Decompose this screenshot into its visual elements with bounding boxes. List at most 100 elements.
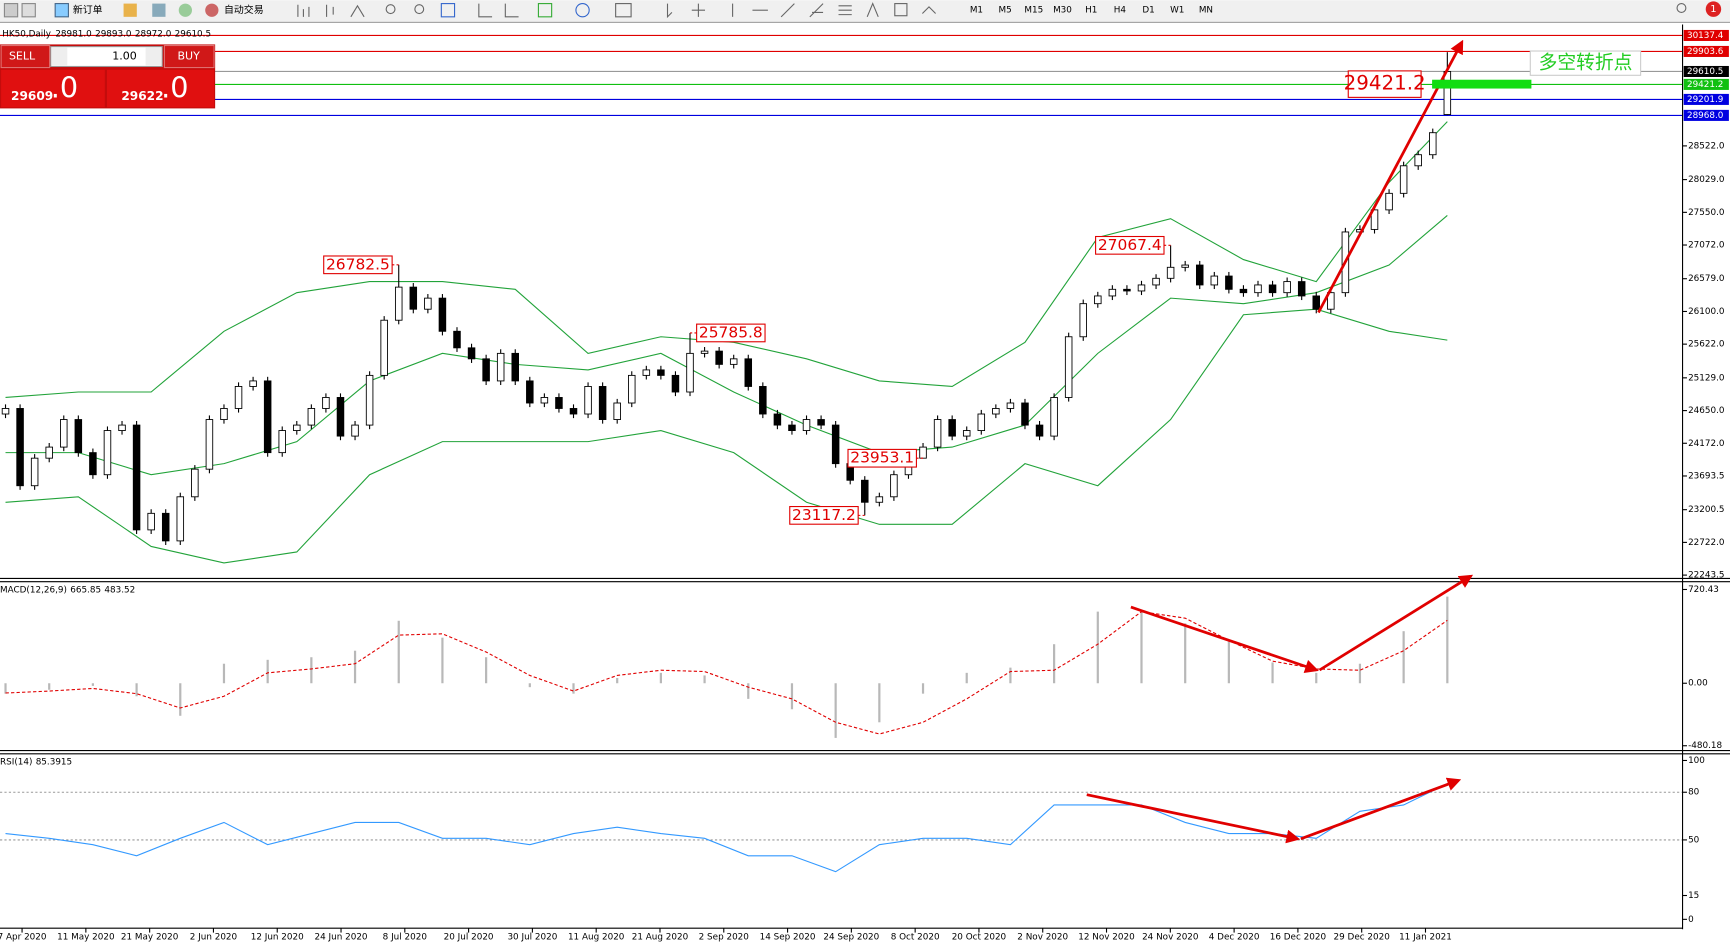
icon[interactable] — [297, 4, 310, 17]
lot-down[interactable] — [51, 47, 68, 66]
plot: 28522.0 28029.0 27550.0 27072.0 26579.0 26100… — [0, 29, 1729, 942]
icon[interactable] — [575, 3, 590, 18]
auto-trading[interactable]: 自动交易 — [224, 3, 264, 16]
notification-count[interactable]: 1 — [1710, 4, 1716, 15]
timeframe[interactable]: M5 — [999, 6, 1012, 16]
price-level-tag — [1683, 45, 1729, 57]
candle-body — [161, 512, 170, 542]
icon[interactable] — [691, 3, 706, 17]
icon[interactable] — [178, 3, 192, 17]
sell-label[interactable]: SELL — [9, 50, 36, 63]
timeframe[interactable]: W1 — [1170, 6, 1184, 16]
candle-body — [263, 380, 272, 454]
new-order-icon[interactable] — [54, 3, 69, 18]
icon[interactable] — [780, 3, 795, 18]
candle-body — [205, 419, 214, 470]
icon[interactable] — [350, 4, 365, 18]
candle-body — [511, 352, 519, 382]
candle-body — [249, 380, 257, 387]
sell-button[interactable] — [0, 44, 51, 69]
icon[interactable] — [866, 2, 879, 18]
annotation-text: 多空转折点 — [1539, 52, 1633, 74]
y-tick-label: 24650.0 — [1688, 406, 1725, 416]
icon[interactable] — [615, 3, 632, 18]
chart-area — [0, 24, 1683, 930]
y-tick-label: 23693.5 — [1688, 471, 1724, 481]
x-tick-label: 4 Dec 2020 — [1209, 932, 1260, 942]
price-level-tag — [1683, 109, 1729, 121]
icon[interactable] — [504, 3, 519, 18]
new-order[interactable]: 新订单 — [73, 3, 103, 16]
candle-body — [424, 297, 432, 310]
lot-input[interactable] — [50, 46, 163, 68]
icon[interactable] — [152, 3, 166, 17]
candle-body — [555, 397, 563, 409]
icon[interactable] — [440, 3, 456, 18]
icon[interactable] — [537, 3, 553, 18]
buy-price-box[interactable] — [107, 69, 215, 108]
timeframe[interactable]: H1 — [1085, 6, 1097, 16]
bollinger-lower — [5, 308, 1448, 564]
timeframe[interactable]: M1 — [970, 6, 983, 16]
timeframe[interactable]: M15 — [1024, 6, 1043, 16]
candle-body — [1297, 281, 1306, 297]
buy-price-fraction[interactable]: .0 — [161, 71, 188, 105]
icon[interactable] — [21, 3, 36, 18]
extreme-label: 25785.8 — [699, 323, 763, 341]
icon[interactable] — [894, 3, 908, 17]
timeframe[interactable]: D1 — [1142, 6, 1154, 16]
timeframe[interactable]: H4 — [1114, 6, 1127, 16]
candle-body — [147, 512, 155, 531]
buy-label[interactable]: BUY — [177, 50, 200, 63]
candle-body — [1079, 303, 1087, 338]
y-tick-label: 15 — [1688, 891, 1699, 901]
symbol: HK50,Daily — [2, 29, 51, 39]
icon[interactable] — [123, 3, 137, 17]
trend-arrow — [1300, 777, 1462, 841]
candle-body — [438, 297, 447, 332]
icon[interactable] — [838, 5, 852, 16]
sell-price-box[interactable] — [1, 69, 105, 108]
candle-body — [773, 413, 782, 426]
buy-button[interactable] — [163, 44, 215, 69]
rsi-line — [5, 783, 1448, 873]
x-tick-label: 2 Sep 2020 — [699, 932, 750, 942]
icon[interactable] — [809, 3, 824, 18]
lot-value[interactable]: 1.00 — [112, 50, 137, 63]
macd-signal — [5, 611, 1448, 735]
candle-body — [409, 286, 418, 310]
candle-body — [1239, 288, 1248, 294]
extreme-label: 23117.2 — [792, 506, 856, 524]
extreme-box — [789, 505, 859, 525]
timeframe[interactable]: M30 — [1053, 6, 1072, 16]
y-tick-label: 720.43 — [1688, 585, 1719, 595]
candle-body — [861, 479, 869, 503]
indicator-name: RSI(14) — [0, 757, 32, 767]
candle-body — [234, 386, 243, 409]
rsi-value: 85.3915 — [36, 757, 72, 767]
extreme-box — [323, 255, 393, 275]
icon[interactable] — [666, 3, 673, 19]
level-highlight — [1432, 79, 1532, 89]
y-tick-label: 28522.0 — [1688, 141, 1725, 151]
icon[interactable] — [326, 4, 334, 17]
candle-body — [817, 419, 825, 426]
price-level-tag — [1683, 78, 1729, 90]
extreme-label: 23953.1 — [850, 449, 914, 467]
x-tick-label: 11 Jan 2021 — [1399, 932, 1452, 942]
icon[interactable] — [921, 6, 937, 14]
candle-body — [613, 402, 621, 420]
candle-body — [176, 496, 185, 542]
icon[interactable] — [385, 4, 396, 15]
icon[interactable] — [478, 3, 493, 18]
search-icon[interactable] — [1676, 3, 1687, 13]
buy-price[interactable]: 29622 — [121, 89, 163, 103]
auto-trading-icon[interactable] — [205, 3, 219, 17]
icon[interactable] — [3, 3, 19, 18]
sell-price[interactable]: 29609 — [11, 89, 53, 103]
sell-price-fraction[interactable]: .0 — [51, 71, 78, 105]
timeframe[interactable]: MN — [1199, 6, 1213, 16]
lot-up[interactable] — [145, 47, 162, 66]
icon[interactable] — [414, 4, 425, 15]
notification-badge[interactable] — [1705, 1, 1722, 17]
